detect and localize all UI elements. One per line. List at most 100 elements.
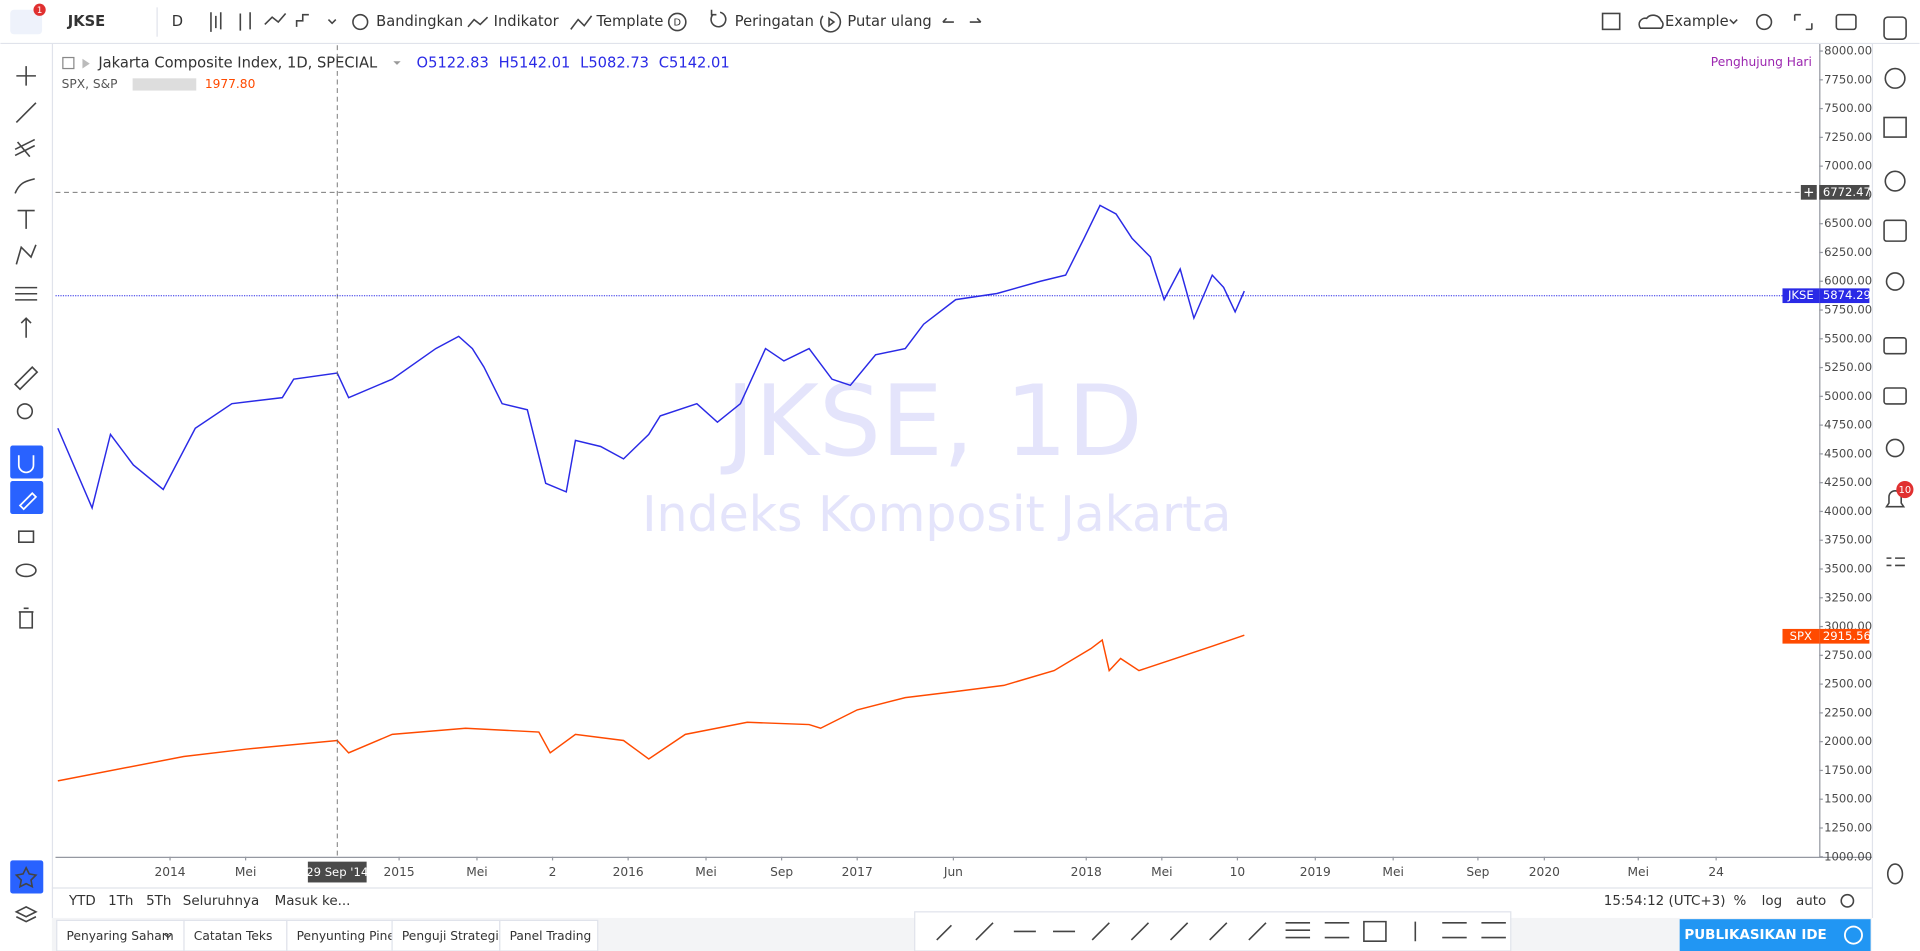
scale-option[interactable]: auto bbox=[1796, 894, 1826, 909]
streams[interactable] bbox=[1885, 438, 1905, 458]
ohlc-value: 5142.01 bbox=[510, 55, 571, 72]
expand[interactable] bbox=[1793, 13, 1813, 31]
range-button[interactable]: 1Th bbox=[108, 894, 133, 909]
y-tick-label: 2250.00 bbox=[1824, 705, 1872, 719]
calendar[interactable] bbox=[1883, 219, 1907, 242]
legend-buttons[interactable] bbox=[132, 78, 197, 91]
template-button[interactable]: Template bbox=[595, 13, 663, 30]
collapse[interactable] bbox=[62, 56, 75, 70]
icon-tool[interactable] bbox=[20, 317, 32, 338]
symbol[interactable]: JKSE bbox=[67, 13, 105, 30]
tab[interactable] bbox=[56, 919, 185, 951]
stay-drawing[interactable] bbox=[10, 481, 44, 515]
fullscreen[interactable] bbox=[1601, 12, 1621, 31]
prediction-tool[interactable] bbox=[15, 286, 38, 301]
favorites[interactable] bbox=[10, 860, 44, 894]
icon bbox=[393, 61, 401, 65]
icon bbox=[710, 9, 727, 28]
x-tick-label: 2018 bbox=[1071, 865, 1102, 879]
icon bbox=[1843, 925, 1863, 945]
y-tick-label: 5500.00 bbox=[1824, 331, 1872, 345]
compare-button[interactable]: Bandingkan bbox=[376, 13, 463, 30]
icon bbox=[1638, 14, 1664, 29]
lock-tool[interactable] bbox=[17, 530, 35, 544]
undo-redo[interactable] bbox=[942, 17, 982, 23]
settings[interactable] bbox=[1755, 13, 1773, 31]
x-tick-label: 24 bbox=[1708, 865, 1724, 879]
alerts-widget[interactable] bbox=[1884, 67, 1906, 89]
watchlist[interactable] bbox=[1883, 16, 1907, 40]
badge bbox=[1896, 481, 1914, 499]
tab[interactable] bbox=[499, 919, 599, 951]
bug-report[interactable] bbox=[1886, 863, 1904, 885]
x-tick-label: Mei bbox=[466, 865, 487, 879]
interval[interactable]: D bbox=[172, 13, 183, 30]
y-tick-label: 4500.00 bbox=[1824, 446, 1872, 460]
snapshot[interactable] bbox=[1835, 13, 1857, 31]
magnet-tool[interactable] bbox=[10, 445, 44, 479]
order-panel[interactable] bbox=[1886, 557, 1905, 567]
visibility-tool[interactable] bbox=[15, 563, 37, 578]
y-tick-label: 3750.00 bbox=[1824, 533, 1872, 547]
trend-tool[interactable] bbox=[15, 102, 37, 123]
goto-date[interactable]: Masuk ke... bbox=[275, 894, 351, 909]
tab[interactable] bbox=[391, 919, 501, 951]
scale-option[interactable]: log bbox=[1762, 894, 1783, 909]
remove-tool[interactable] bbox=[18, 607, 34, 629]
replay-button[interactable]: Putar ulang bbox=[847, 13, 931, 30]
logo[interactable] bbox=[10, 9, 43, 35]
x-tick-label: 2 bbox=[549, 865, 557, 879]
tab-label: Penyaring Saham bbox=[67, 929, 174, 943]
compare-legend: SPX, S&P bbox=[62, 77, 118, 91]
publish-label: PUBLIKASIKAN IDE bbox=[1684, 928, 1826, 943]
x-tick-label: 2020 bbox=[1529, 865, 1560, 879]
y-tick-label: 2750.00 bbox=[1824, 648, 1872, 662]
pattern-tool[interactable] bbox=[15, 244, 37, 265]
chart-style-icons[interactable] bbox=[210, 12, 337, 32]
x-tick-label: Mei bbox=[1151, 865, 1172, 879]
chats[interactable] bbox=[1883, 337, 1907, 355]
icon bbox=[352, 13, 369, 31]
scale-option[interactable]: % bbox=[1734, 894, 1747, 909]
right-widgets: 10 bbox=[1883, 16, 1914, 885]
range-button[interactable]: YTD bbox=[68, 894, 96, 909]
indicators-button[interactable]: Indikator bbox=[494, 13, 560, 30]
messages[interactable] bbox=[1883, 387, 1907, 405]
series-name-box bbox=[1782, 288, 1820, 304]
ideas[interactable] bbox=[1885, 272, 1905, 291]
tab[interactable] bbox=[286, 919, 393, 951]
data-window[interactable] bbox=[1883, 116, 1907, 138]
y-tick-label: 7500.00 bbox=[1824, 101, 1872, 115]
tab-label: Catatan Teks bbox=[194, 929, 273, 943]
series-name: SPX bbox=[1790, 629, 1812, 643]
brush-tool[interactable] bbox=[14, 177, 35, 194]
y-tick-label: 1000.00 bbox=[1824, 849, 1872, 863]
fib-tool[interactable] bbox=[14, 138, 36, 158]
y-tick-label: 4250.00 bbox=[1824, 475, 1872, 489]
last-value: 5874.29 bbox=[1823, 288, 1871, 302]
measure-tool[interactable] bbox=[13, 366, 39, 391]
chart: JKSE, 1D Indeks Komposit Jakarta bbox=[57, 204, 1245, 782]
range-button[interactable]: 5Th bbox=[146, 894, 171, 909]
icon bbox=[295, 13, 337, 27]
icon bbox=[17, 455, 38, 511]
layout-name[interactable]: Example bbox=[1665, 13, 1729, 30]
publish-button[interactable] bbox=[1679, 919, 1871, 951]
cursor-tool[interactable] bbox=[16, 66, 36, 86]
y-tick-label: 5000.00 bbox=[1824, 389, 1872, 403]
x-tick-label: Sep bbox=[1466, 865, 1489, 879]
y-tick-label: 6250.00 bbox=[1824, 245, 1872, 259]
zoom-tool[interactable] bbox=[16, 403, 34, 420]
text-tool[interactable] bbox=[17, 209, 35, 229]
object-tree[interactable] bbox=[14, 906, 38, 923]
range-button[interactable]: Seluruhnya bbox=[183, 894, 259, 909]
axis-settings[interactable] bbox=[1840, 893, 1855, 908]
tab[interactable] bbox=[183, 919, 288, 951]
notifications[interactable] bbox=[1885, 490, 1906, 508]
alerts-button[interactable]: Peringatan bbox=[735, 13, 814, 30]
y-tick-label: 7250.00 bbox=[1824, 130, 1872, 144]
y-tick-label: 6000.00 bbox=[1824, 274, 1872, 288]
crosshair-y-box bbox=[1819, 184, 1870, 200]
tool-icons[interactable] bbox=[936, 920, 1506, 943]
hotlist[interactable] bbox=[1884, 170, 1906, 192]
